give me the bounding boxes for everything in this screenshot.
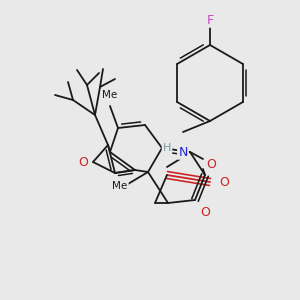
Text: N: N [178,146,188,158]
Text: O: O [200,206,210,218]
Text: Me: Me [102,90,118,100]
Text: Me: Me [112,181,128,191]
Text: H: H [163,143,171,153]
Text: O: O [206,158,216,170]
Text: O: O [219,176,229,188]
Text: O: O [78,155,88,169]
Text: F: F [206,14,214,26]
